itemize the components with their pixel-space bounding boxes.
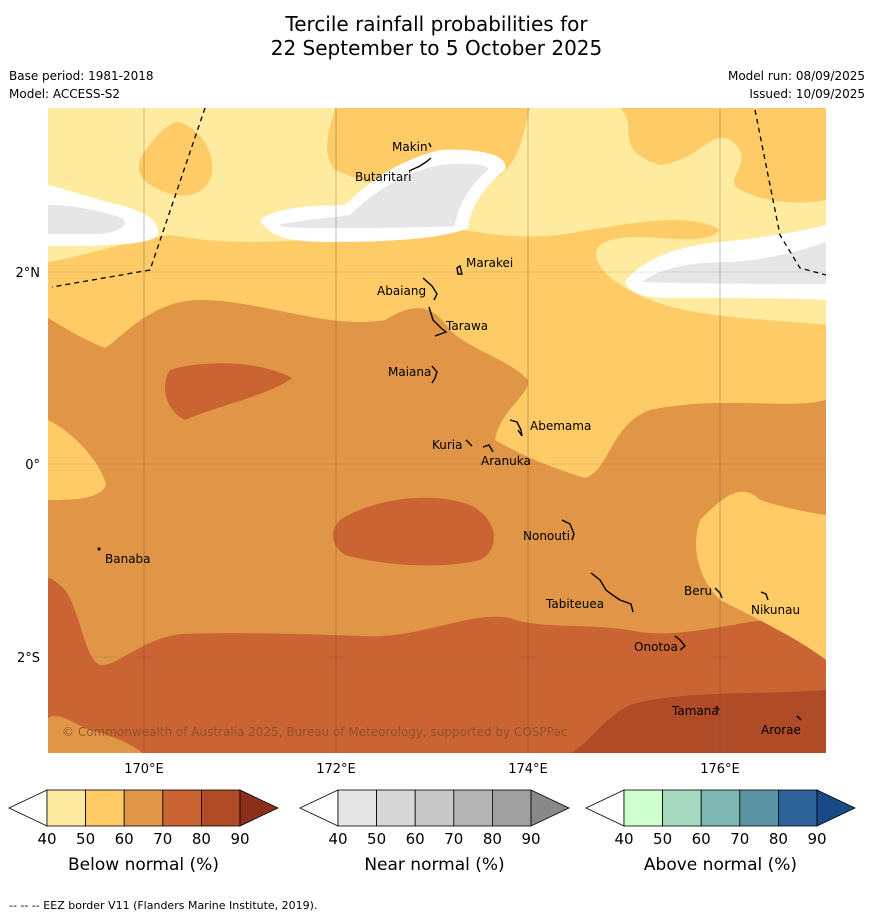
blob-below-70-80-central — [333, 497, 494, 566]
legend-tick-label: 90 — [230, 830, 249, 848]
legend-swatch — [585, 789, 625, 827]
lon-label-174e: 174°E — [508, 762, 548, 777]
label-arorae: Arorae — [761, 723, 801, 737]
model-name: Model: ACCESS-S2 — [9, 87, 121, 101]
legend-below: 40 50 60 70 80 90 Below normal (%) — [8, 789, 279, 875]
legend-above: 40 50 60 70 80 90 Above normal (%) — [585, 789, 856, 875]
lat-label-2s: 2°S — [17, 651, 40, 666]
label-maiana: Maiana — [388, 365, 431, 379]
near-normal-patch-central — [278, 163, 489, 228]
legend-swatch — [414, 789, 455, 827]
legend-swatch — [778, 789, 818, 827]
near-normal-patch-east — [642, 242, 826, 284]
legend-swatch — [530, 789, 570, 827]
legend-tick-label: 60 — [406, 830, 425, 848]
label-abemama: Abemama — [530, 419, 591, 433]
copyright-notice: © Commonwealth of Australia 2025, Bureau… — [62, 725, 567, 739]
label-makin: Makin — [392, 140, 428, 154]
legend-title: Near normal (%) — [364, 855, 504, 875]
legend-swatch — [491, 789, 532, 827]
legend-tick-label: 80 — [483, 830, 502, 848]
map-title: Tercile rainfall probabilities for 22 Se… — [0, 12, 873, 60]
legend-tick-label: 60 — [115, 830, 134, 848]
legend-tick-label: 70 — [444, 830, 463, 848]
eez-border-east — [754, 109, 826, 276]
blob-below-70-80-north — [165, 363, 292, 420]
label-tarawa: Tarawa — [445, 319, 488, 333]
model-run: Model run: 08/09/2025 — [727, 69, 865, 83]
band-below-80-90-east — [571, 690, 826, 753]
legend-swatch — [200, 789, 241, 827]
legend-near: 40 50 60 70 80 90 Near normal (%) — [299, 789, 570, 875]
legend-title: Below normal (%) — [68, 855, 219, 875]
label-tabiteuea: Tabiteuea — [545, 597, 604, 611]
lon-label-176e: 176°E — [700, 762, 740, 777]
colorbar-legends: 40 50 60 70 80 90 Below normal (%) 40 50 60 70 80 90… — [8, 789, 856, 875]
legend-tick-label: 40 — [328, 830, 347, 848]
legend-tick-label: 50 — [76, 830, 95, 848]
legend-swatch — [700, 789, 741, 827]
band-below-60-70-corner — [48, 716, 143, 753]
lat-label-2n: 2°N — [16, 266, 41, 281]
legend-tick-label: 90 — [521, 830, 540, 848]
label-nikunau: Nikunau — [751, 603, 800, 617]
label-butaritari: Butaritari — [355, 170, 412, 184]
legend-swatch — [662, 789, 702, 827]
legend-tick-label: 70 — [153, 830, 172, 848]
label-onotoa: Onotoa — [634, 640, 678, 654]
legend-tick-label: 80 — [769, 830, 788, 848]
legend-swatch — [337, 789, 377, 827]
title-line-1: Tercile rainfall probabilities for — [285, 12, 588, 36]
legend-title: Above normal (%) — [644, 855, 797, 875]
eez-footnote: -- -- -- EEZ border V11 (Flanders Marine… — [9, 899, 318, 912]
banaba-island — [97, 547, 101, 551]
near-normal-patch-west — [48, 205, 125, 234]
probability-field: Makin Butaritari Marakei Abaiang Tarawa … — [48, 108, 826, 753]
blob-below-50-60-north — [138, 121, 213, 196]
gridlines — [48, 108, 826, 753]
label-beru: Beru — [684, 584, 712, 598]
island-outlines — [408, 142, 802, 721]
lat-label-0: 0° — [25, 458, 40, 473]
legend-swatch — [239, 789, 279, 827]
eez-border-west — [51, 108, 206, 288]
legend-swatch — [8, 789, 48, 827]
label-banaba: Banaba — [105, 552, 151, 566]
legend-swatch — [162, 789, 202, 827]
legend-swatch — [123, 789, 164, 827]
legend-swatch — [739, 789, 779, 827]
legend-tick-label: 80 — [192, 830, 211, 848]
legend-swatch — [85, 789, 125, 827]
legend-swatch — [46, 789, 86, 827]
legend-tick-label: 50 — [653, 830, 672, 848]
label-aranuka: Aranuka — [481, 454, 531, 468]
label-kuria: Kuria — [432, 438, 463, 452]
run-info: Model run: 08/09/2025 Issued: 10/09/2025 — [728, 67, 865, 103]
base-period: Base period: 1981-2018 — [9, 69, 154, 83]
label-tamana: Tamana — [671, 704, 719, 718]
model-info: Base period: 1981-2018 Model: ACCESS-S2 — [9, 67, 154, 103]
legend-swatch — [816, 789, 856, 827]
legend-tick-label: 60 — [692, 830, 711, 848]
blob-below-50-60-west — [48, 420, 106, 500]
legend-tick-label: 90 — [807, 830, 826, 848]
legend-tick-label: 70 — [730, 830, 749, 848]
legend-tick-label: 40 — [614, 830, 633, 848]
blob-below-50-60-east — [696, 491, 826, 660]
label-marakei: Marakei — [466, 256, 513, 270]
legend-swatch — [376, 789, 416, 827]
legend-swatch — [299, 789, 339, 827]
issued-date: Issued: 10/09/2025 — [749, 87, 865, 101]
title-line-2: 22 September to 5 October 2025 — [270, 36, 603, 60]
lon-label-170e: 170°E — [124, 762, 164, 777]
legend-swatch — [453, 789, 493, 827]
legend-tick-label: 50 — [367, 830, 386, 848]
label-nonouti: Nonouti — [523, 529, 570, 543]
lon-label-172e: 172°E — [316, 762, 356, 777]
label-abaiang: Abaiang — [377, 284, 426, 298]
legend-tick-label: 40 — [37, 830, 56, 848]
legend-swatch — [623, 789, 663, 827]
